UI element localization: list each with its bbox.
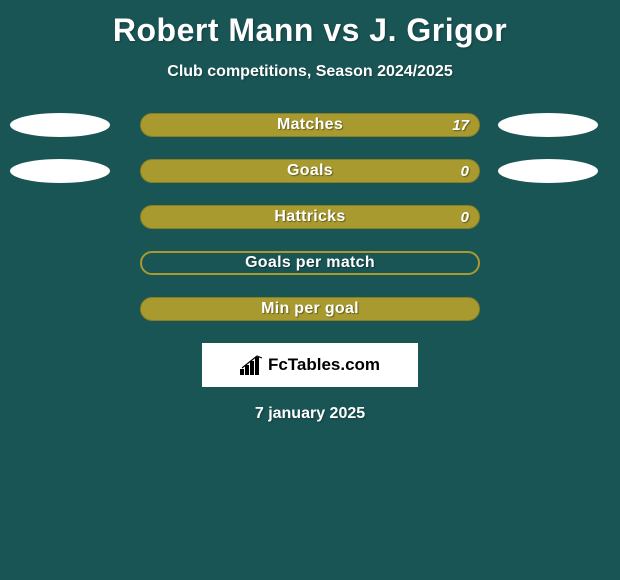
stat-bar-goals-per-match: Goals per match [140,251,480,275]
stat-label: Matches [277,116,343,134]
left-ellipse [10,113,110,137]
page-subtitle: Club competitions, Season 2024/2025 [0,63,620,81]
stat-label: Goals per match [245,254,375,272]
logo-inner: FcTables.com [240,355,380,375]
stat-bar-goals: Goals 0 [140,159,480,183]
stat-value: 17 [452,117,469,134]
stat-bar-hattricks: Hattricks 0 [140,205,480,229]
footer-date: 7 january 2025 [0,405,620,423]
stat-row-matches: Matches 17 [0,113,620,137]
stat-value: 0 [461,163,469,180]
stat-row-hattricks: Hattricks 0 [0,205,620,229]
stat-row-goals: Goals 0 [0,159,620,183]
bar-chart-icon [240,355,264,375]
stat-row-min-per-goal: Min per goal [0,297,620,321]
stat-label: Goals [287,162,333,180]
page-title: Robert Mann vs J. Grigor [0,0,620,49]
left-ellipse [10,159,110,183]
stat-label: Min per goal [261,300,359,318]
logo-text: FcTables.com [268,355,380,375]
stat-bar-matches: Matches 17 [140,113,480,137]
right-ellipse [498,113,598,137]
stat-label: Hattricks [274,208,345,226]
stats-area: Matches 17 Goals 0 Hattricks 0 Goals per… [0,113,620,321]
right-ellipse [498,159,598,183]
logo-box: FcTables.com [202,343,418,387]
stat-row-goals-per-match: Goals per match [0,251,620,275]
stat-bar-min-per-goal: Min per goal [140,297,480,321]
stat-value: 0 [461,209,469,226]
